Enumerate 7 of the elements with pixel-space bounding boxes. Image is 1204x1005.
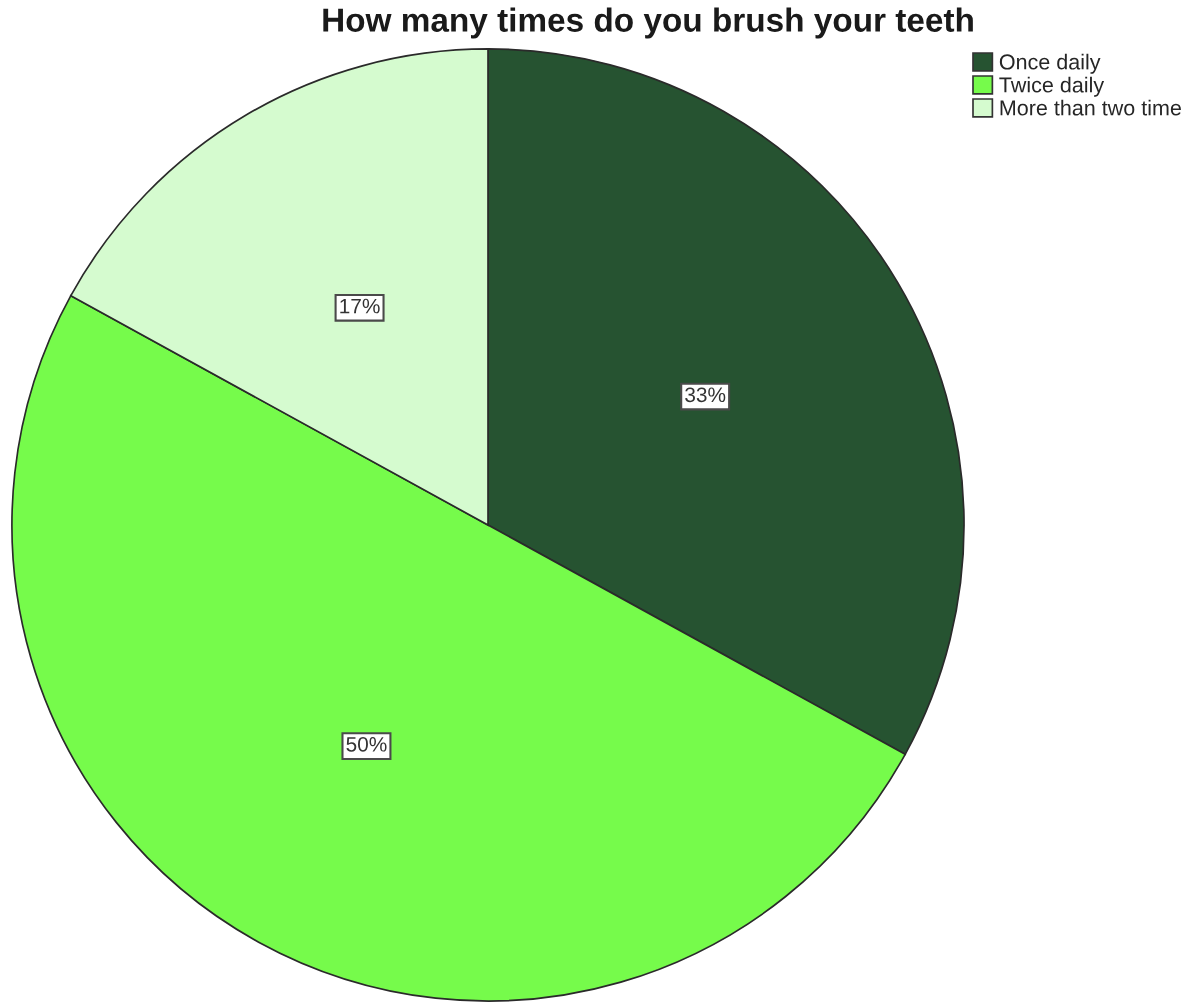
- data-label: 50%: [346, 736, 387, 752]
- legend-label: Twice daily: [999, 76, 1105, 97]
- data-label: 33%: [685, 387, 726, 403]
- legend-label: Once daily: [999, 53, 1101, 74]
- legend-label: More than two time: [1000, 99, 1181, 116]
- data-label: 17%: [340, 298, 380, 314]
- chart-title: How many times do you brush your teeth: [323, 7, 973, 39]
